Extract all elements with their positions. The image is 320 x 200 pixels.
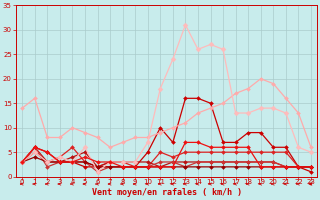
X-axis label: Vent moyen/en rafales ( km/h ): Vent moyen/en rafales ( km/h ) xyxy=(92,188,242,197)
